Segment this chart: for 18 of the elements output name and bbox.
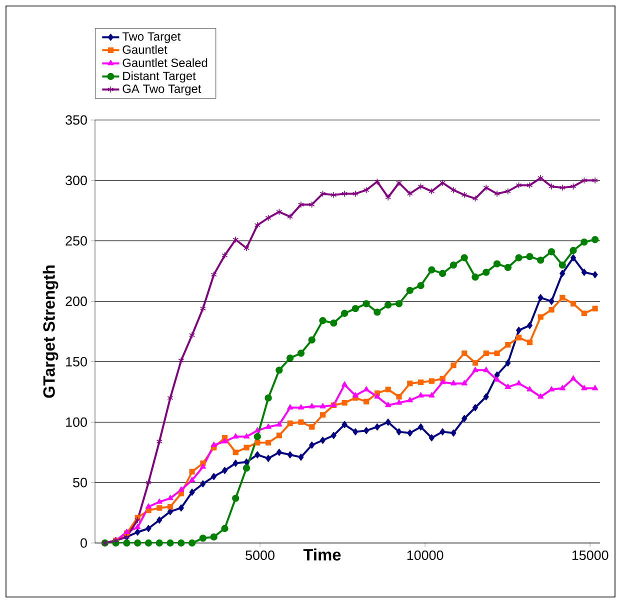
x-axis-title: Time — [303, 548, 341, 561]
y-tick-label: 150 — [66, 356, 87, 366]
y-tick-label: 50 — [73, 478, 87, 488]
y-axis-title: GTarget Strength — [42, 266, 58, 398]
x-tick-label: 5000 — [246, 550, 274, 560]
legend-label: Gauntlet — [122, 45, 168, 54]
y-tick-label: 200 — [66, 296, 87, 306]
x-tick-label: 15000 — [572, 550, 608, 560]
y-tick-label: 250 — [66, 236, 87, 246]
legend-label: Two Target — [122, 32, 181, 44]
y-tick-label: 300 — [66, 176, 87, 186]
y-tick-label: 100 — [66, 417, 87, 427]
legend-label: Distant Target — [123, 71, 196, 83]
legend-label: GA Two Target — [122, 84, 202, 96]
legend-label: Gauntlet Sealed — [122, 58, 208, 68]
x-tick-label: 10000 — [407, 550, 444, 560]
y-tick-label: 0 — [80, 538, 87, 548]
y-tick-label: 350 — [66, 115, 87, 125]
